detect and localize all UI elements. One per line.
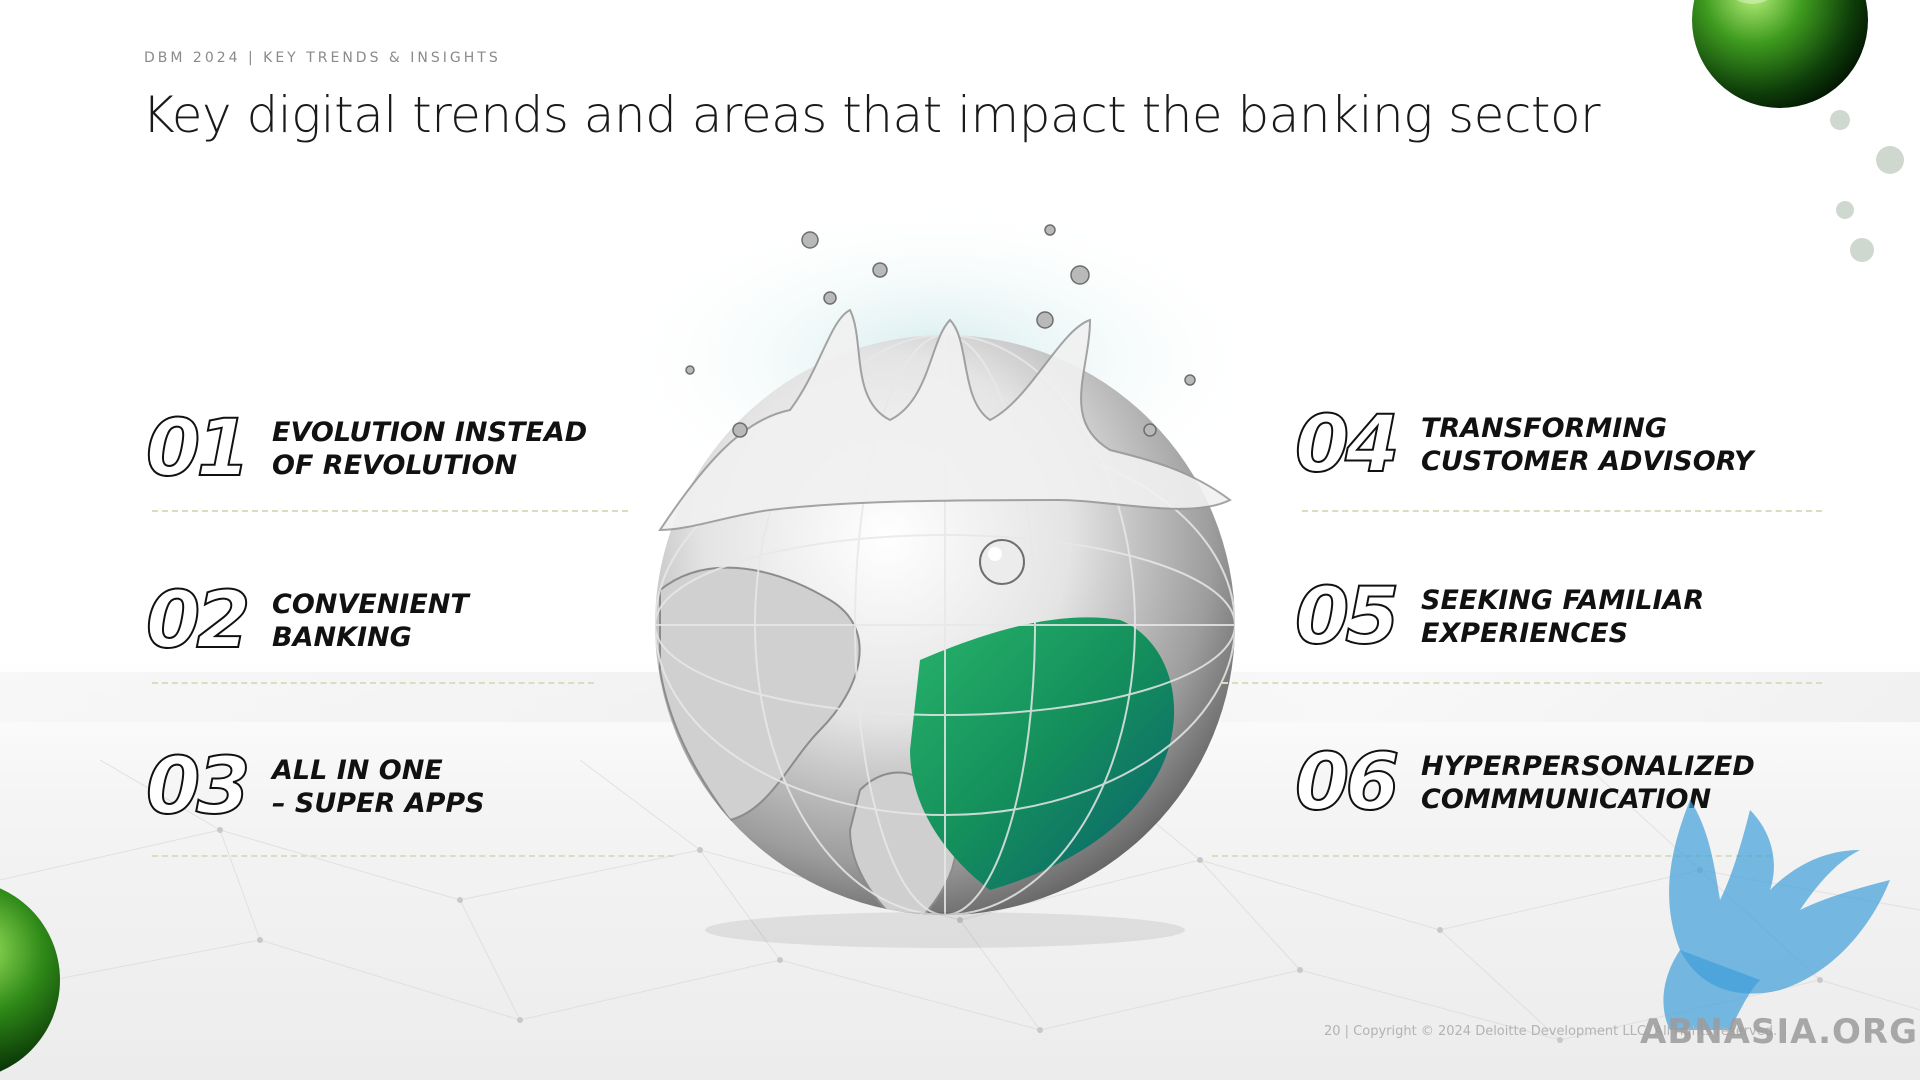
divider-line	[1302, 510, 1822, 512]
trend-item-02: 02 CONVENIENT BANKING	[145, 575, 469, 667]
trend-number: 03	[145, 741, 252, 833]
divider-line	[152, 510, 628, 512]
header-kicker: DBM 2024 | KEY TRENDS & INSIGHTS	[144, 50, 501, 66]
trend-item-03: 03 ALL IN ONE – SUPER APPS	[145, 741, 485, 833]
trend-number: 01	[145, 403, 252, 495]
trend-number: 04	[1294, 399, 1401, 491]
trend-label: SEEKING FAMILIAR EXPERIENCES	[1421, 585, 1705, 649]
trend-label: HYPERPERSONALIZED COMMMUNICATION	[1421, 751, 1755, 815]
page-title: Key digital trends and areas that impact…	[142, 86, 1601, 144]
divider-line	[1222, 682, 1822, 684]
trend-number: 06	[1294, 737, 1401, 829]
trend-label: ALL IN ONE – SUPER APPS	[272, 755, 485, 819]
trend-number: 02	[145, 575, 252, 667]
splash-droplets-icon	[1830, 110, 1904, 262]
copyright-footer: 20 | Copyright © 2024 Deloitte Developme…	[1324, 1024, 1778, 1039]
green-sphere-icon	[1692, 0, 1868, 108]
divider-line	[152, 855, 674, 857]
water-splash-globe-icon	[610, 200, 1270, 948]
trend-number: 05	[1294, 571, 1401, 663]
divider-line	[1212, 855, 1772, 857]
watermark-text: ABNASIA.ORG	[1640, 1012, 1918, 1052]
trend-label: TRANSFORMING CUSTOMER ADVISORY	[1421, 413, 1754, 477]
green-sphere-icon	[0, 888, 60, 1072]
trend-item-05: 05 SEEKING FAMILIAR EXPERIENCES	[1294, 571, 1705, 663]
divider-line	[152, 682, 594, 684]
trend-label: CONVENIENT BANKING	[272, 589, 469, 653]
trend-item-06: 06 HYPERPERSONALIZED COMMMUNICATION	[1294, 737, 1755, 829]
trend-item-04: 04 TRANSFORMING CUSTOMER ADVISORY	[1294, 399, 1754, 491]
trend-item-01: 01 EVOLUTION INSTEAD OF REVOLUTION	[145, 403, 588, 495]
trend-label: EVOLUTION INSTEAD OF REVOLUTION	[272, 417, 588, 481]
griffin-logo-icon	[1663, 800, 1890, 1030]
